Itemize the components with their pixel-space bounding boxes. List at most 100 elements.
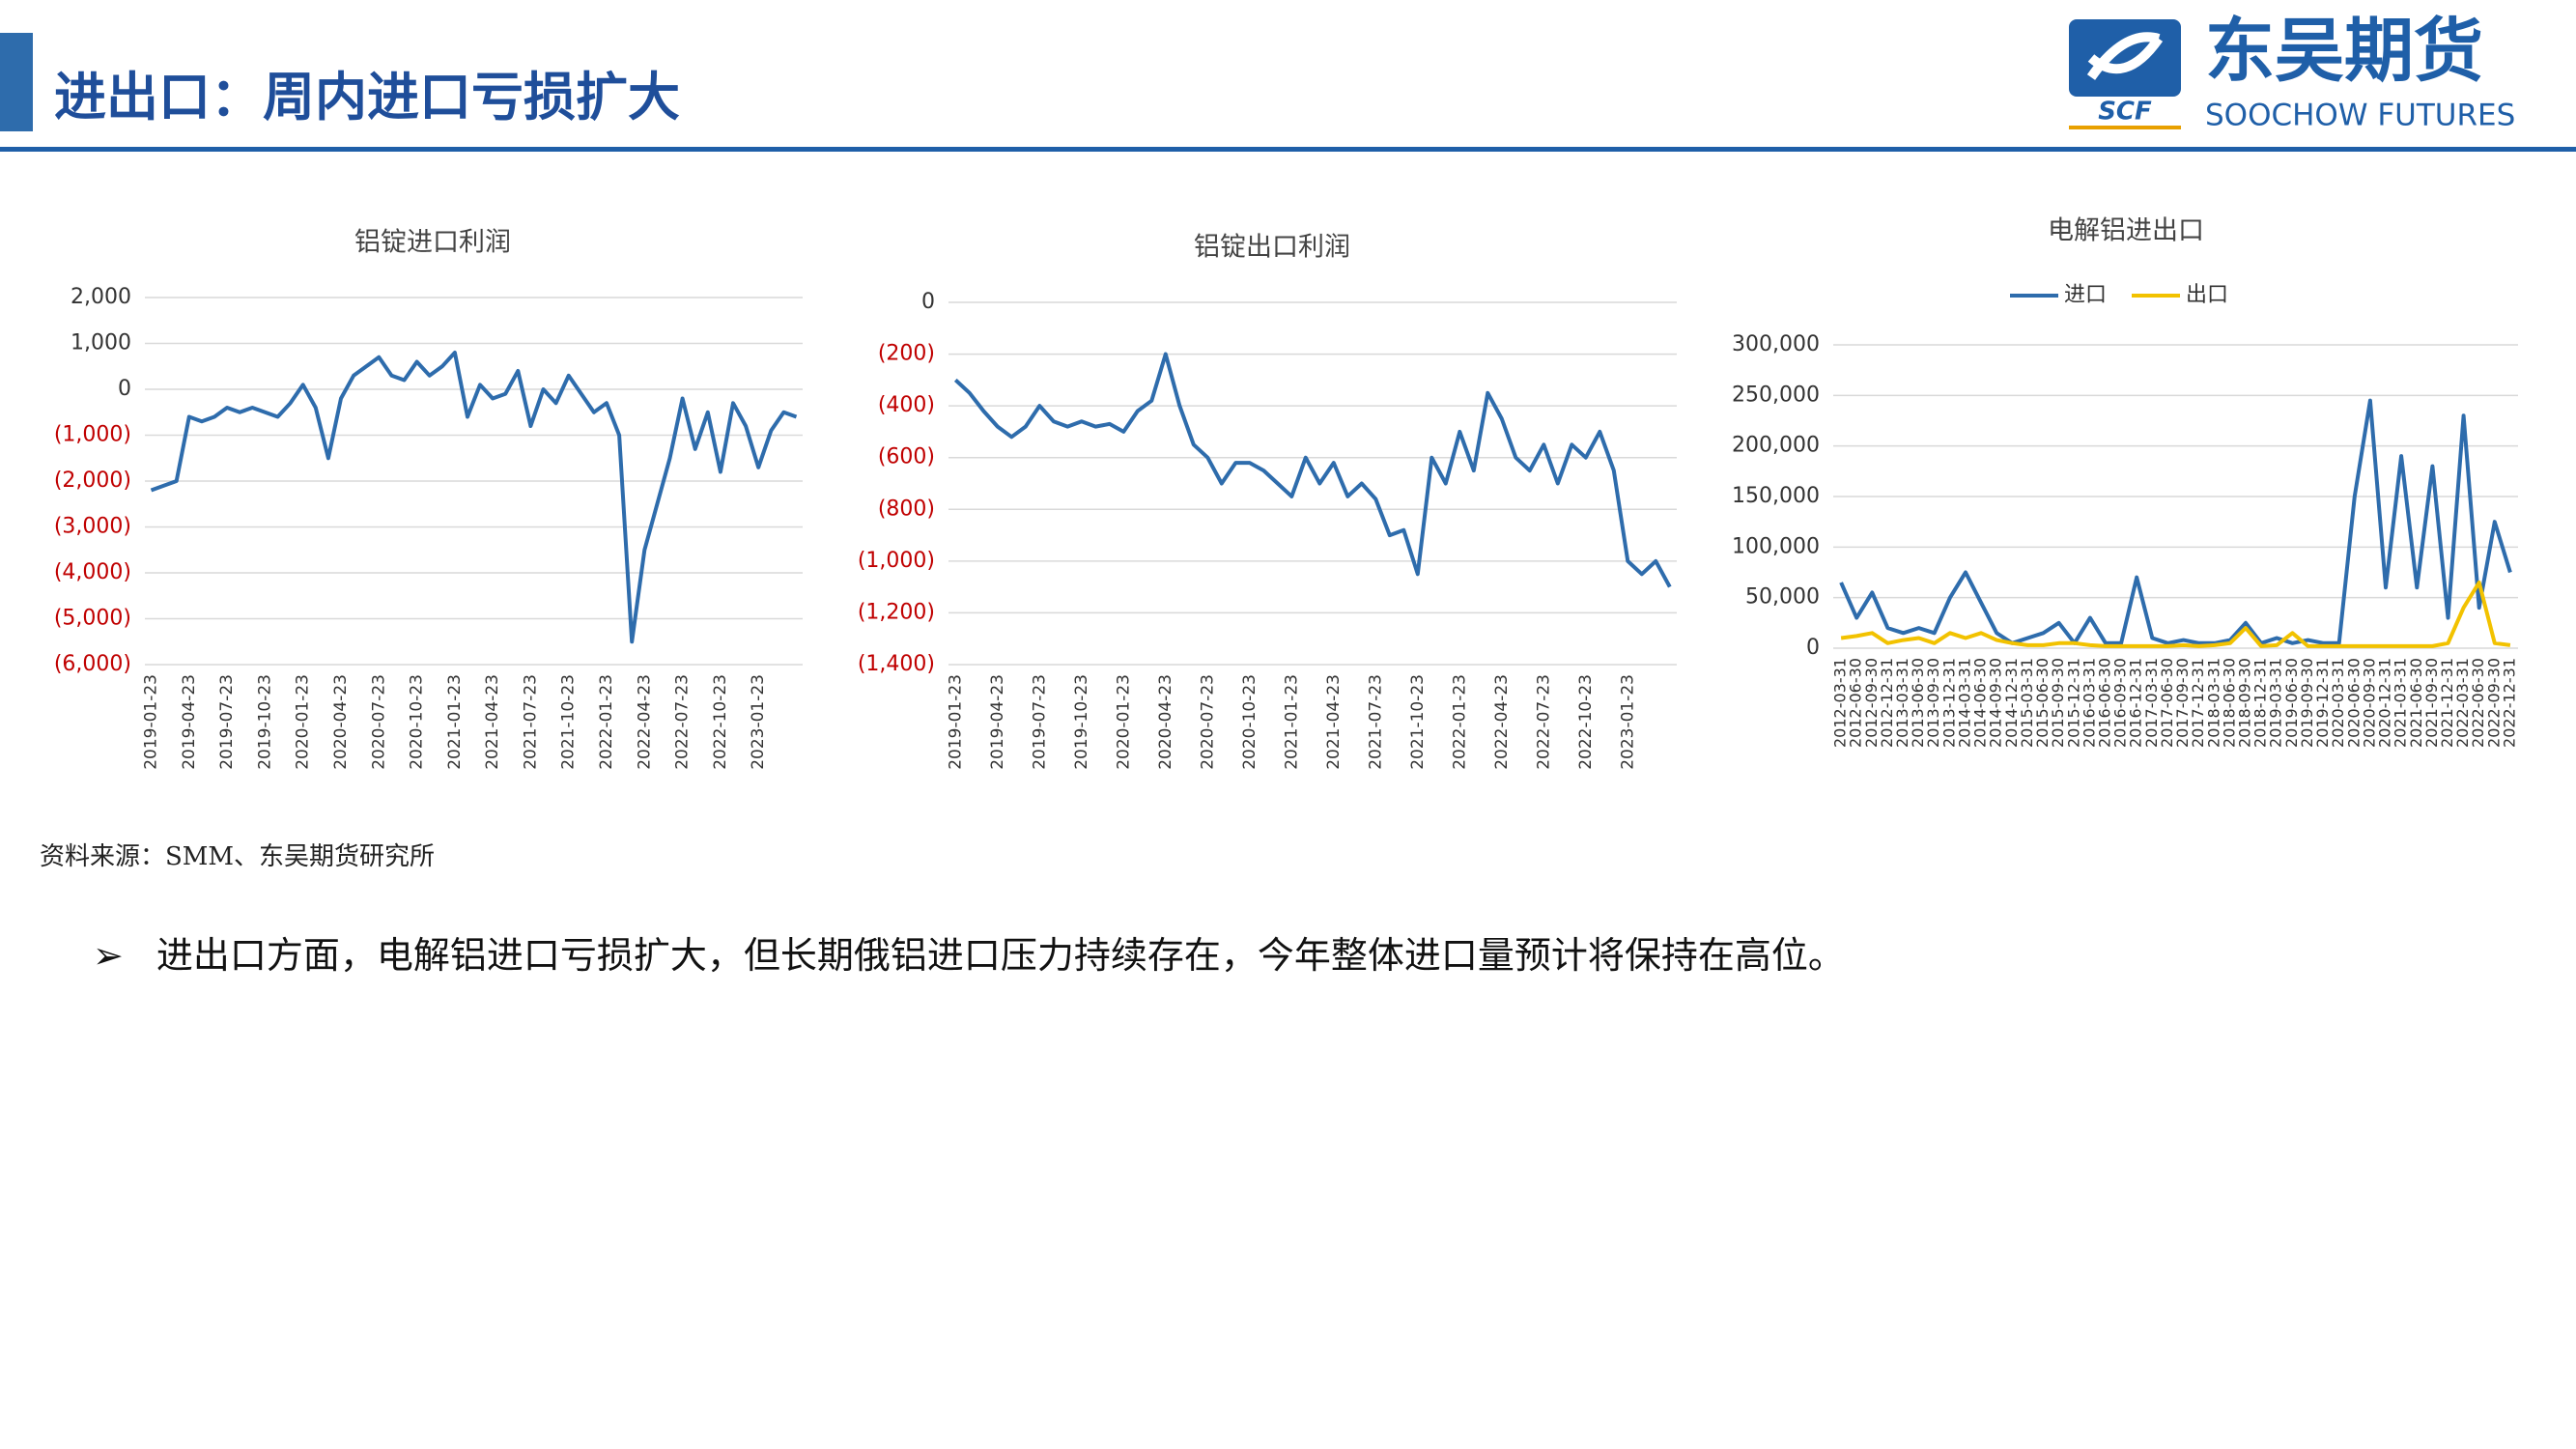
x-tick-label: 2022-01-23 bbox=[1450, 674, 1469, 770]
logo-mark: SCF bbox=[2098, 98, 2152, 127]
x-tick-label: 2022-07-23 bbox=[673, 674, 693, 770]
y-tick-label: 200,000 bbox=[1732, 434, 1820, 458]
x-tick-label: 2022-04-23 bbox=[635, 674, 654, 770]
x-tick-label: 2020-01-23 bbox=[1114, 674, 1133, 770]
x-tick-label: 2021-12-31 bbox=[2438, 658, 2456, 748]
x-tick-label: 2015-12-31 bbox=[2064, 658, 2082, 748]
x-tick-label: 2020-12-31 bbox=[2376, 658, 2394, 748]
x-tick-label: 2020-10-23 bbox=[1240, 674, 1260, 770]
logo-swirl bbox=[2086, 32, 2164, 80]
x-tick-label: 2015-03-31 bbox=[2018, 658, 2036, 748]
y-tick-label: (1,400) bbox=[858, 652, 935, 676]
x-tick-label: 2023-01-23 bbox=[1618, 674, 1637, 770]
x-tick-label: 2020-04-23 bbox=[1156, 674, 1175, 770]
logo-name: 东吴期货 bbox=[2205, 11, 2483, 92]
x-tick-label: 2020-09-30 bbox=[2360, 658, 2378, 748]
header-bar bbox=[0, 33, 33, 131]
x-tick-label: 2021-09-30 bbox=[2422, 658, 2441, 748]
x-tick-label: 2022-09-30 bbox=[2484, 658, 2503, 748]
x-tick-label: 2018-06-30 bbox=[2220, 658, 2238, 748]
y-tick-label: (4,000) bbox=[54, 560, 131, 584]
y-tick-label: (1,200) bbox=[858, 600, 935, 624]
y-tick-label: (200) bbox=[878, 342, 935, 366]
x-tick-label: 2019-04-23 bbox=[180, 674, 199, 770]
x-tick-label: 2022-04-23 bbox=[1492, 674, 1512, 770]
x-tick-label: 2015-06-30 bbox=[2033, 658, 2052, 748]
y-tick-label: (5,000) bbox=[54, 607, 131, 631]
y-tick-label: 250,000 bbox=[1732, 383, 1820, 407]
x-tick-label: 2017-06-30 bbox=[2158, 658, 2176, 748]
y-tick-label: (2,000) bbox=[54, 469, 131, 493]
x-tick-label: 2016-09-30 bbox=[2111, 658, 2130, 748]
data-line bbox=[953, 352, 1672, 588]
x-tick-label: 2014-12-31 bbox=[2002, 658, 2021, 748]
x-tick-label: 2019-06-30 bbox=[2282, 658, 2301, 748]
x-tick-label: 2016-12-31 bbox=[2127, 658, 2145, 748]
x-tick-label: 2019-12-31 bbox=[2313, 658, 2332, 748]
x-tick-label: 2014-03-31 bbox=[1955, 658, 1973, 748]
x-tick-label: 2019-10-23 bbox=[1072, 674, 1091, 770]
x-tick-label: 2020-04-23 bbox=[331, 674, 351, 770]
x-tick-label: 2021-04-23 bbox=[483, 674, 502, 770]
bullet-text: 进出口方面，电解铝进口亏损扩大，但长期俄铝进口压力持续存在，今年整体进口量预计将… bbox=[156, 934, 1845, 977]
bullet-arrow: ➢ bbox=[93, 934, 124, 977]
x-tick-label: 2021-03-31 bbox=[2392, 658, 2410, 748]
y-tick-label: (3,000) bbox=[54, 515, 131, 539]
y-tick-label: (1,000) bbox=[858, 549, 935, 573]
x-tick-label: 2022-06-30 bbox=[2469, 658, 2487, 748]
x-tick-label: 2021-01-23 bbox=[445, 674, 465, 770]
x-tick-label: 2020-01-23 bbox=[294, 674, 313, 770]
x-tick-label: 2019-01-23 bbox=[142, 674, 161, 770]
x-tick-label: 2023-01-23 bbox=[749, 674, 768, 770]
header-title: 进出口：周内进口亏损扩大 bbox=[54, 67, 680, 128]
x-tick-label: 2013-09-30 bbox=[1924, 658, 1942, 748]
x-tick-label: 2013-06-30 bbox=[1909, 658, 1927, 748]
bullet-item: ➢ 进出口方面，电解铝进口亏损扩大，但长期俄铝进口压力持续存在，今年整体进口量预计… bbox=[93, 925, 1845, 979]
y-tick-label: 0 bbox=[1806, 636, 1820, 660]
x-tick-label: 2012-09-30 bbox=[1862, 658, 1881, 748]
x-tick-label: 2020-03-31 bbox=[2329, 658, 2347, 748]
x-tick-label: 2016-06-30 bbox=[2095, 658, 2113, 748]
x-tick-label: 2022-10-23 bbox=[711, 674, 730, 770]
x-tick-label: 2019-07-23 bbox=[1030, 674, 1049, 770]
x-tick-label: 2019-09-30 bbox=[2298, 658, 2316, 748]
logo-en: SOOCHOW FUTURES bbox=[2205, 99, 2515, 133]
x-tick-label: 2018-12-31 bbox=[2251, 658, 2270, 748]
x-tick-label: 2014-06-30 bbox=[1971, 658, 1990, 748]
x-tick-label: 2021-07-23 bbox=[521, 674, 540, 770]
x-tick-label: 2012-12-31 bbox=[1878, 658, 1896, 748]
x-tick-label: 2022-12-31 bbox=[2500, 658, 2518, 748]
y-tick-label: (1,000) bbox=[54, 423, 131, 447]
x-tick-label: 2022-07-23 bbox=[1534, 674, 1553, 770]
data-line bbox=[1840, 581, 2511, 648]
logo: SCF 东吴期货 SOOCHOW FUTURES bbox=[2069, 11, 2515, 133]
y-tick-label: 300,000 bbox=[1732, 332, 1820, 356]
x-tick-label: 2022-03-31 bbox=[2453, 658, 2472, 748]
chart-title: 电解铝进出口 bbox=[2048, 216, 2204, 246]
x-tick-label: 2017-12-31 bbox=[2189, 658, 2207, 748]
x-tick-label: 2021-10-23 bbox=[1408, 674, 1428, 770]
x-tick-label: 2020-07-23 bbox=[1198, 674, 1217, 770]
y-tick-label: 0 bbox=[921, 290, 935, 314]
source: 资料来源：SMM、东吴期货研究所 bbox=[40, 842, 436, 871]
chart-title: 铝锭进口利润 bbox=[354, 228, 511, 258]
x-tick-label: 2022-10-23 bbox=[1576, 674, 1596, 770]
x-tick-label: 2020-07-23 bbox=[369, 674, 388, 770]
y-tick-label: 150,000 bbox=[1732, 484, 1820, 508]
x-tick-label: 2019-04-23 bbox=[988, 674, 1007, 770]
x-tick-label: 2021-07-23 bbox=[1366, 674, 1385, 770]
y-tick-label: 50,000 bbox=[1745, 585, 1820, 610]
y-tick-label: (600) bbox=[878, 445, 935, 469]
x-tick-label: 2020-06-30 bbox=[2344, 658, 2363, 748]
x-tick-label: 2016-03-31 bbox=[2080, 658, 2098, 748]
logo-underline bbox=[2069, 126, 2181, 129]
x-tick-label: 2012-03-31 bbox=[1831, 658, 1850, 748]
x-tick-label: 2017-09-30 bbox=[2173, 658, 2192, 748]
data-line bbox=[1839, 398, 2512, 645]
x-tick-label: 2012-06-30 bbox=[1847, 658, 1865, 748]
x-tick-label: 2019-03-31 bbox=[2267, 658, 2285, 748]
x-tick-label: 2019-01-23 bbox=[946, 674, 965, 770]
